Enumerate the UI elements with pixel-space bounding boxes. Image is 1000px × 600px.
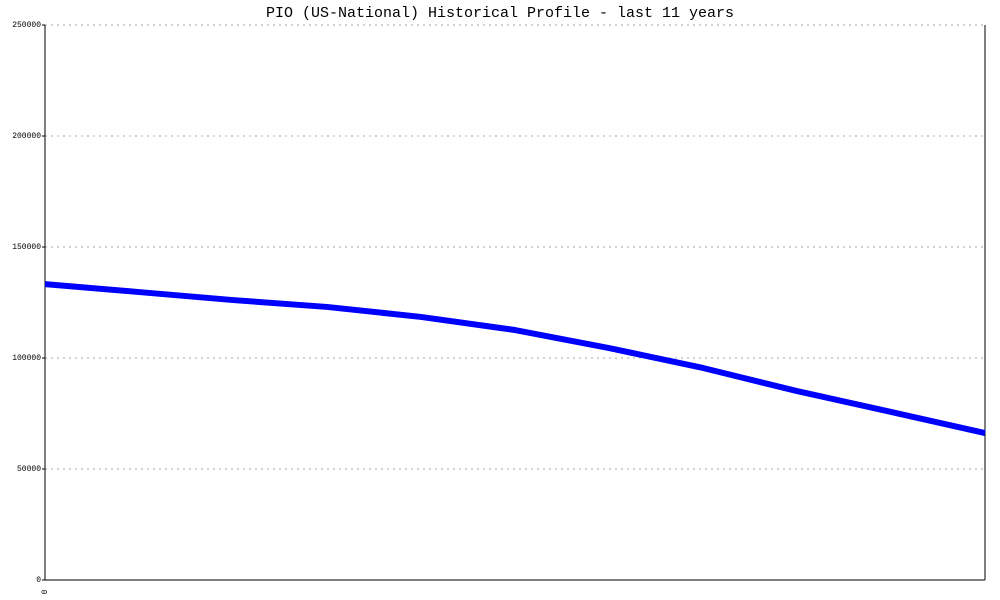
chart-title: PIO (US-National) Historical Profile - l… (266, 5, 734, 22)
x-tick-label: 0 (41, 589, 50, 594)
y-tick-label: 150000 (12, 243, 41, 252)
y-tick-label: 200000 (12, 132, 41, 141)
y-tick-label: 0 (36, 576, 41, 585)
y-tick-label: 250000 (12, 21, 41, 30)
data-line (44, 281, 986, 436)
y-tick-label: 50000 (17, 465, 41, 474)
y-tick-label: 100000 (12, 354, 41, 363)
